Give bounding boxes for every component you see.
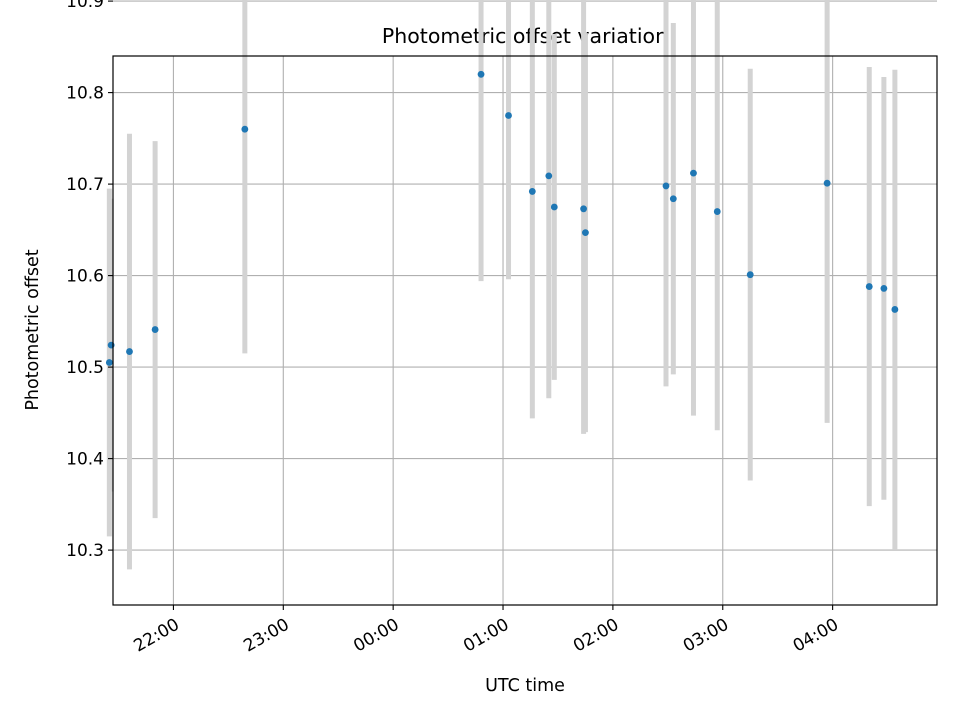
y-tick-label: 10.7: [66, 175, 104, 195]
plot-frame: [112, 55, 938, 606]
y-axis-ticks: 10.310.410.510.610.710.810.911.0: [66, 0, 113, 561]
data-point: [505, 112, 512, 119]
data-point: [151, 326, 159, 333]
data-point: [669, 195, 677, 203]
data-point: [891, 306, 899, 313]
data-point: [880, 285, 888, 292]
data-point: [662, 182, 670, 190]
data-point: [241, 125, 249, 133]
data-point: [126, 348, 133, 355]
data-point: [713, 208, 721, 215]
y-axis-label: Photometric offset: [23, 249, 43, 410]
y-tick-label: 10.4: [66, 450, 104, 470]
data-point: [690, 169, 697, 177]
data-point: [865, 283, 873, 290]
data-point: [477, 70, 485, 78]
data-point: [582, 229, 589, 236]
data-point: [550, 203, 558, 211]
data-points: [105, 70, 899, 366]
grid-lines: [113, 0, 937, 605]
y-tick-label: 10.8: [66, 84, 104, 104]
y-tick-label: 10.5: [66, 358, 104, 378]
y-tick-label: 10.6: [66, 267, 104, 287]
data-point: [105, 359, 113, 366]
x-axis-label: UTC time: [485, 676, 565, 696]
data-point: [545, 172, 553, 180]
data-point: [746, 271, 754, 279]
y-tick-label: 10.3: [66, 541, 104, 561]
chart-title: Photometric offset variation: [382, 24, 668, 48]
y-tick-label: 10.9: [66, 0, 104, 12]
data-point: [580, 205, 587, 213]
data-point: [823, 179, 831, 187]
data-point: [528, 188, 536, 195]
